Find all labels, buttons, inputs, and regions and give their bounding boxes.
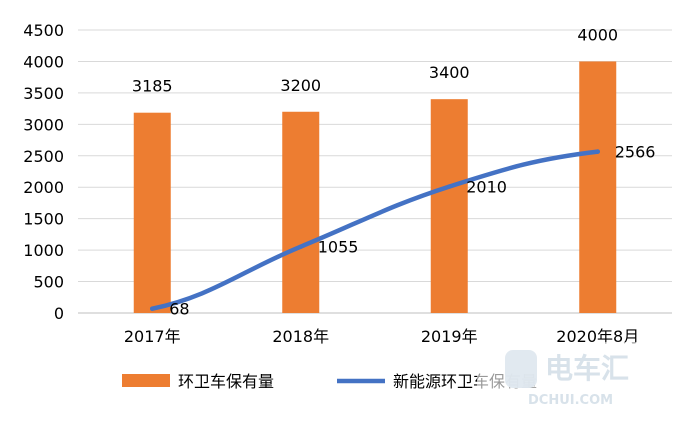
x-tick-label: 2020年8月: [556, 327, 639, 346]
watermark: 电车汇 DCHUI.COM: [477, 342, 692, 412]
legend: 环卫车保有量 新能源环卫车保有量: [122, 372, 537, 391]
bar-data-label: 3185: [132, 77, 173, 96]
line-point: [150, 306, 155, 311]
y-tick-label: 500: [33, 273, 64, 292]
line-data-label: 2010: [466, 178, 507, 197]
bar-data-label: 3200: [280, 76, 321, 95]
y-tick-label: 2000: [23, 178, 64, 197]
line-data-label: 68: [169, 300, 189, 319]
bar: [579, 61, 617, 313]
x-tick-label: 2018年: [272, 327, 329, 346]
line-data-label: 1055: [318, 238, 359, 257]
line-point: [447, 184, 452, 189]
bar: [133, 112, 171, 314]
line-point: [298, 244, 303, 249]
y-tick-label: 3000: [23, 115, 64, 134]
watermark-logo-icon: [505, 350, 537, 388]
x-axis: 2017年 2018年 2019年 2020年8月: [124, 327, 639, 346]
x-tick-label: 2017年: [124, 327, 181, 346]
line-path: [150, 149, 600, 311]
y-tick-label: 1500: [23, 210, 64, 229]
y-tick-label: 4000: [23, 52, 64, 71]
bar-data-label: 3400: [429, 63, 470, 82]
y-axis: 0 500 1000 1500 2000 2500 3000 3500 4000 4500: [23, 21, 64, 323]
watermark-subtext: DCHUI.COM: [528, 393, 613, 408]
y-tick-label: 0: [54, 304, 64, 323]
line-point: [595, 149, 600, 154]
line-data-label: 2566: [615, 143, 656, 162]
bar-series: [133, 61, 617, 314]
bar: [430, 99, 468, 313]
legend-label: 环卫车保有量: [178, 372, 274, 391]
grid-layer: [78, 29, 672, 314]
y-tick-label: 2500: [23, 147, 64, 166]
y-tick-label: 1000: [23, 241, 64, 260]
bar-data-label: 4000: [577, 25, 618, 44]
legend-swatch-bar: [122, 374, 170, 387]
watermark-text: 电车汇: [545, 352, 629, 385]
data-labels: 3185 3200 3400 4000 68 1055 2010 2566: [132, 25, 656, 318]
line-series: [150, 149, 600, 311]
y-tick-label: 4500: [23, 21, 64, 40]
bar: [282, 111, 320, 313]
y-tick-label: 3500: [23, 84, 64, 103]
x-tick-label: 2019年: [421, 327, 478, 346]
